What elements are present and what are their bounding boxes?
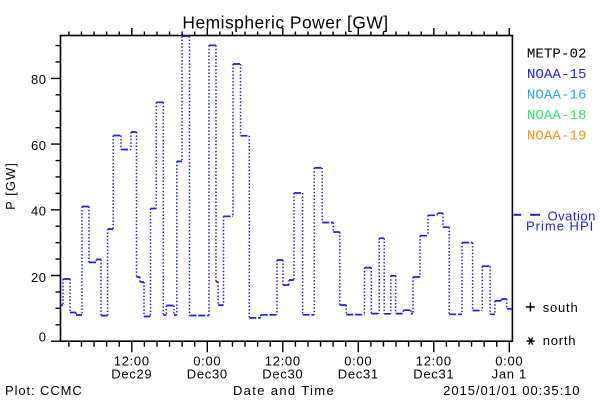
svg-text:north: north (543, 333, 577, 348)
svg-text:NOAA-19: NOAA-19 (527, 128, 587, 144)
svg-text:Prime HPI: Prime HPI (526, 219, 594, 234)
svg-text:Date and Time: Date and Time (233, 383, 335, 398)
svg-text:NOAA-16: NOAA-16 (527, 88, 587, 104)
svg-text:Hemispheric Power [GW]: Hemispheric Power [GW] (182, 12, 388, 32)
svg-text:Dec31: Dec31 (413, 367, 454, 382)
svg-text:Dec29: Dec29 (111, 367, 152, 382)
svg-text:0:00: 0:00 (495, 354, 523, 369)
svg-text:12:00: 12:00 (114, 354, 150, 369)
svg-text:NOAA-18: NOAA-18 (527, 108, 587, 124)
svg-text:2015/01/01 00:35:10: 2015/01/01 00:35:10 (443, 383, 580, 398)
svg-text:Dec30: Dec30 (262, 367, 303, 382)
svg-text:Plot: CCMC: Plot: CCMC (5, 383, 83, 398)
svg-text:0: 0 (39, 330, 47, 345)
svg-text:south: south (543, 300, 579, 315)
svg-text:P [GW]: P [GW] (3, 162, 18, 210)
svg-text:0:00: 0:00 (344, 354, 372, 369)
svg-text:60: 60 (31, 138, 46, 153)
svg-text:Jan 1: Jan 1 (492, 367, 527, 382)
svg-text:NOAA-15: NOAA-15 (527, 67, 587, 83)
svg-text:0:00: 0:00 (193, 354, 221, 369)
svg-text:40: 40 (31, 204, 46, 219)
svg-text:Dec30: Dec30 (187, 367, 228, 382)
svg-text:Ovation: Ovation (548, 208, 596, 223)
svg-text:12:00: 12:00 (265, 354, 301, 369)
svg-text:12:00: 12:00 (416, 354, 452, 369)
svg-text:METP-02: METP-02 (527, 47, 587, 63)
svg-text:20: 20 (31, 270, 46, 285)
svg-text:Dec31: Dec31 (338, 367, 379, 382)
svg-text:80: 80 (31, 72, 46, 87)
